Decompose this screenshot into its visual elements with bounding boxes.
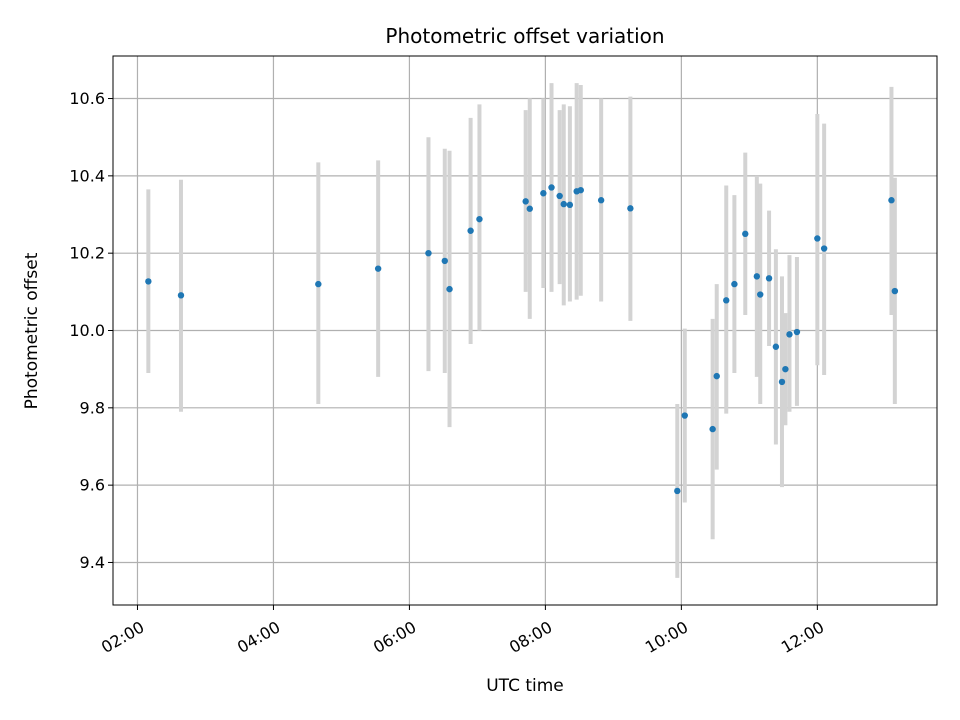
x-axis-label: UTC time <box>486 676 564 696</box>
data-point <box>560 200 567 208</box>
y-tick-label: 10.2 <box>69 244 105 263</box>
data-point <box>713 372 720 380</box>
data-point <box>681 412 688 419</box>
data-point <box>177 292 185 299</box>
data-point <box>548 184 555 191</box>
data-point <box>891 287 899 295</box>
data-point <box>540 190 547 197</box>
data-point <box>786 331 793 338</box>
data-point <box>441 257 448 265</box>
data-point <box>577 186 584 194</box>
data-point <box>778 378 786 386</box>
data-point <box>315 280 322 288</box>
data-point <box>566 201 574 209</box>
data-point <box>374 265 382 272</box>
data-point <box>814 235 821 242</box>
data-point <box>446 285 453 293</box>
y-tick-label: 10.4 <box>69 166 105 185</box>
data-point <box>674 487 681 495</box>
y-tick-label: 10.0 <box>69 321 105 340</box>
data-point <box>772 343 780 350</box>
data-point <box>526 205 533 212</box>
data-point <box>723 297 730 304</box>
data-point <box>742 230 749 238</box>
data-point <box>782 365 789 373</box>
data-point <box>627 205 634 212</box>
data-point <box>731 280 738 288</box>
y-tick-label: 9.6 <box>80 476 105 495</box>
data-point <box>556 192 563 200</box>
data-point <box>888 197 895 204</box>
data-point <box>757 291 764 298</box>
y-axis-label: Photometric offset <box>22 252 42 409</box>
data-point <box>597 197 605 204</box>
data-point <box>522 198 529 205</box>
data-point <box>753 273 761 280</box>
data-point <box>425 249 432 257</box>
y-axis-ticks: 9.4 9.6 9.8 10.0 10.2 10.4 10.6 <box>69 89 113 572</box>
data-points <box>145 184 899 495</box>
y-tick-label: 9.4 <box>80 553 105 572</box>
chart-title: Photometric offset variation <box>385 24 664 48</box>
data-point <box>709 425 716 433</box>
y-tick-label: 9.8 <box>80 398 105 417</box>
data-point <box>467 227 474 234</box>
y-tick-label: 10.6 <box>69 89 105 108</box>
data-point <box>476 215 483 223</box>
data-point <box>765 275 773 282</box>
data-point <box>145 278 152 285</box>
data-point <box>793 328 801 336</box>
data-point <box>820 245 828 252</box>
